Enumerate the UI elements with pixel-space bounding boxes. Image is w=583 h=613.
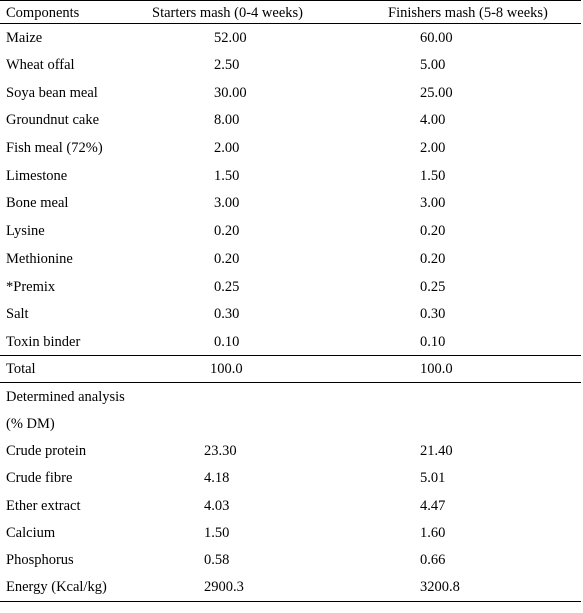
ingredients-starters-value: 2.00 [214, 140, 240, 157]
analysis-name: Energy (Kcal/kg) [6, 579, 107, 596]
ingredients-row: Bone meal 3.00 3.00 [0, 190, 581, 218]
ingredients-row: Methionine 0.20 0.20 [0, 245, 581, 273]
ingredients-starters-value: 8.00 [214, 112, 240, 129]
analysis-finishers-value: 3200.8 [420, 579, 460, 596]
ingredients-row: Groundnut cake 8.00 4.00 [0, 107, 581, 135]
analysis-row: Ether extract 4.03 4.47 [0, 492, 581, 519]
analysis-finishers-value: 4.47 [420, 497, 446, 514]
ingredients-starters-value: 1.50 [214, 167, 240, 184]
analysis-finishers-value: 21.40 [420, 442, 453, 459]
ingredients-row: Soya bean meal 30.00 25.00 [0, 79, 581, 107]
ingredients-finishers-value: 60.00 [420, 29, 453, 46]
ingredients-finishers-value: 0.10 [420, 333, 446, 350]
ingredients-name: Toxin binder [6, 333, 81, 350]
ingredients-row: Salt 0.30 0.30 [0, 300, 581, 328]
ingredients-finishers-value: 0.20 [420, 223, 446, 240]
ingredients-starters-value: 0.20 [214, 223, 240, 240]
ingredients-finishers-value: 0.25 [420, 278, 446, 295]
ingredients-starters-value: 3.00 [214, 195, 240, 212]
analysis-row: Energy (Kcal/kg) 2900.3 3200.8 [0, 574, 581, 602]
analysis-starters-value: 23.30 [204, 442, 237, 459]
ingredients-row: Wheat offal 2.50 5.00 [0, 51, 581, 79]
analysis-finishers-value: 5.01 [420, 470, 446, 487]
analysis-finishers-value: 0.66 [420, 552, 446, 569]
total-label: Total [6, 361, 36, 378]
ingredients-finishers-value: 3.00 [420, 195, 446, 212]
ingredients-finishers-value: 5.00 [420, 57, 446, 74]
header-components: Components [6, 5, 80, 21]
analysis-unit: (% DM) [6, 415, 55, 432]
ingredients-row: Maize 52.00 60.00 [0, 24, 581, 52]
analysis-name: Crude protein [6, 442, 87, 459]
analysis-finishers-value: 1.60 [420, 524, 446, 541]
analysis-name: Calcium [6, 524, 56, 541]
ingredients-name: Groundnut cake [6, 112, 100, 129]
header-finishers-mash: Finishers mash (5-8 weeks) [388, 5, 548, 21]
analysis-starters-value: 1.50 [204, 524, 230, 541]
total-body: Total 100.0 100.0 [0, 355, 581, 383]
analysis-unit-row: (% DM) [0, 410, 581, 437]
ingredients-row: Limestone 1.50 1.50 [0, 162, 581, 190]
table-header: Components Starters mash (0-4 weeks) Fin… [0, 0, 581, 24]
ingredients-name: Fish meal (72%) [6, 140, 103, 157]
ingredients-name: Methionine [6, 250, 73, 267]
ingredients-finishers-value: 0.30 [420, 306, 446, 323]
diet-composition-table: Components Starters mash (0-4 weeks) Fin… [0, 0, 581, 602]
ingredients-name: Maize [6, 29, 43, 46]
total-finishers: 100.0 [420, 361, 453, 378]
ingredients-name: Wheat offal [6, 57, 75, 74]
ingredients-finishers-value: 25.00 [420, 84, 453, 101]
analysis-heading-row: Determined analysis [0, 383, 581, 410]
analysis-name: Ether extract [6, 497, 81, 514]
analysis-starters-value: 4.03 [204, 497, 230, 514]
ingredients-finishers-value: 4.00 [420, 112, 446, 129]
ingredients-name: Soya bean meal [6, 84, 98, 101]
ingredients-row: Fish meal (72%) 2.00 2.00 [0, 134, 581, 162]
ingredients-starters-value: 2.50 [214, 57, 240, 74]
ingredients-row: *Premix 0.25 0.25 [0, 273, 581, 301]
ingredients-name: Limestone [6, 167, 68, 184]
ingredients-name: Salt [6, 306, 29, 323]
ingredients-finishers-value: 2.00 [420, 140, 446, 157]
header-row: Components Starters mash (0-4 weeks) Fin… [0, 0, 581, 24]
ingredients-finishers-value: 0.20 [420, 250, 446, 267]
total-starters: 100.0 [210, 361, 243, 378]
analysis-heading: Determined analysis [6, 388, 125, 405]
ingredients-starters-value: 0.30 [214, 306, 240, 323]
header-starters-mash: Starters mash (0-4 weeks) [152, 5, 303, 21]
ingredients-starters-value: 0.20 [214, 250, 240, 267]
ingredients-finishers-value: 1.50 [420, 167, 446, 184]
analysis-starters-value: 2900.3 [204, 579, 244, 596]
analysis-row: Phosphorus 0.58 0.66 [0, 547, 581, 574]
analysis-name: Crude fibre [6, 470, 73, 487]
ingredients-row: Lysine 0.20 0.20 [0, 217, 581, 245]
analysis-row: Crude protein 23.30 21.40 [0, 437, 581, 464]
total-row: Total 100.0 100.0 [0, 355, 581, 383]
ingredients-body: Maize 52.00 60.00 Wheat offal 2.50 5.00 Soya b… [0, 24, 581, 356]
analysis-starters-value: 0.58 [204, 552, 230, 569]
ingredients-name: *Premix [6, 278, 56, 295]
ingredients-name: Bone meal [6, 195, 69, 212]
analysis-row: Calcium 1.50 1.60 [0, 519, 581, 546]
ingredients-starters-value: 30.00 [214, 84, 247, 101]
ingredients-starters-value: 0.25 [214, 278, 240, 295]
ingredients-starters-value: 0.10 [214, 333, 240, 350]
analysis-name: Phosphorus [6, 552, 74, 569]
analysis-body: Determined analysis (% DM) Crude protein… [0, 383, 581, 602]
analysis-row: Crude fibre 4.18 5.01 [0, 465, 581, 492]
ingredients-starters-value: 52.00 [214, 29, 247, 46]
analysis-starters-value: 4.18 [204, 470, 230, 487]
ingredients-row: Toxin binder 0.10 0.10 [0, 328, 581, 356]
ingredients-name: Lysine [6, 223, 45, 240]
